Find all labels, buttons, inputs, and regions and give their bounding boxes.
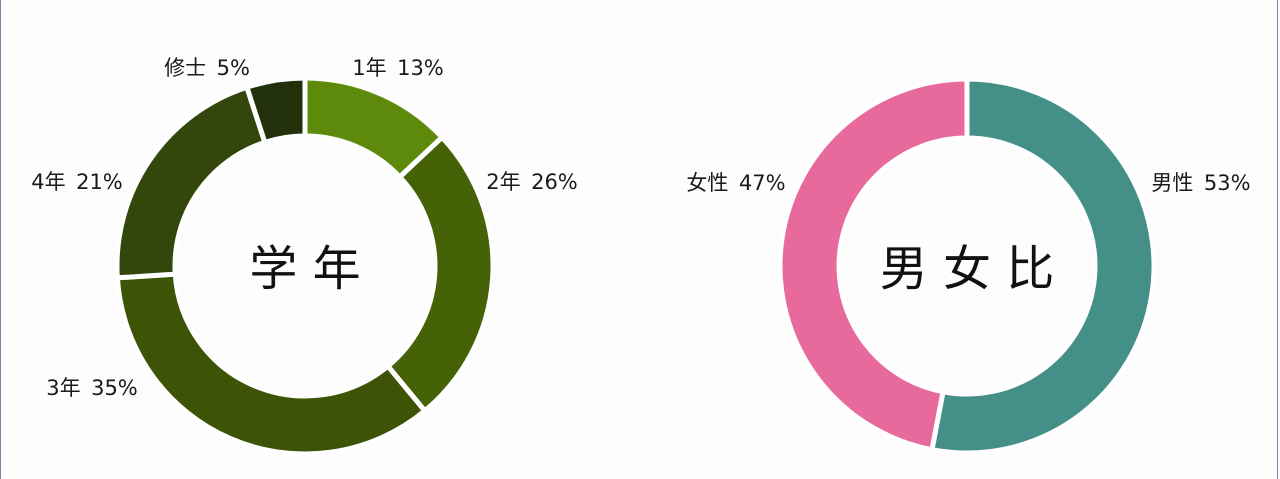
slice-label-女性: 女性 47% bbox=[686, 171, 785, 195]
gender-donut-chart: 男 女 比 男性 53% 女性 47% bbox=[686, 76, 1251, 456]
slice-修士[interactable] bbox=[243, 75, 308, 146]
slice-label-修士: 修士 5% bbox=[164, 56, 250, 80]
slice-4年[interactable] bbox=[114, 84, 268, 281]
grade-chart-title: 学 年 bbox=[249, 241, 360, 297]
slice-label-男性: 男性 53% bbox=[1151, 171, 1250, 195]
slice-2年[interactable] bbox=[384, 133, 496, 415]
slice-女性[interactable] bbox=[777, 76, 970, 453]
grade-donut-chart: 学 年 1年 13% 2年 26% 3年 35% 4年 21% 修士 5% bbox=[31, 56, 578, 457]
slice-label-2年: 2年 26% bbox=[486, 170, 578, 194]
slice-3年[interactable] bbox=[114, 271, 429, 457]
gender-chart-title: 男 女 比 bbox=[880, 241, 1055, 297]
slice-label-4年: 4年 21% bbox=[31, 170, 123, 194]
slice-label-3年: 3年 35% bbox=[46, 376, 138, 400]
slice-男性[interactable] bbox=[929, 76, 1157, 456]
slice-label-1年: 1年 13% bbox=[352, 56, 444, 80]
